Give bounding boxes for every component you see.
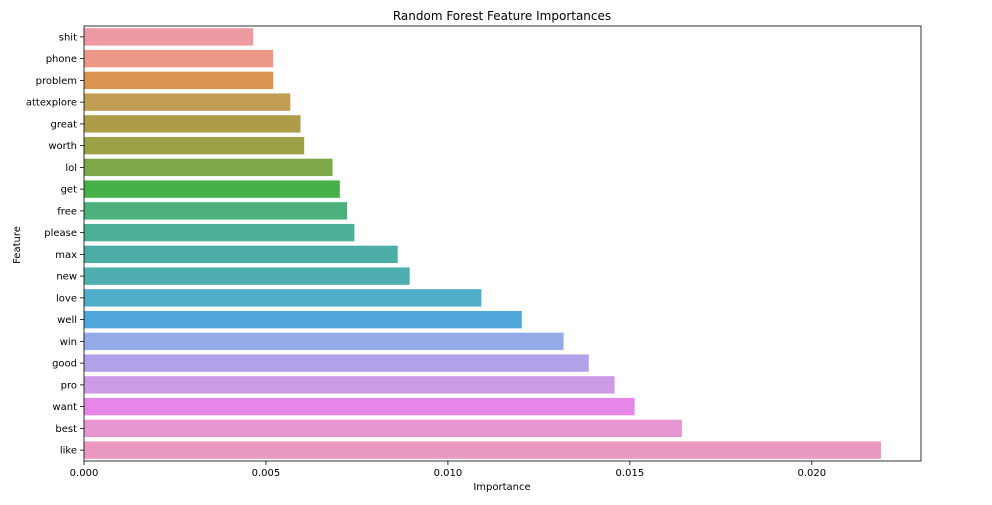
bar-attexplore	[84, 93, 291, 111]
y-tick-label: pro	[61, 380, 77, 391]
y-tick-label: good	[52, 359, 77, 370]
y-tick-label: new	[56, 272, 77, 283]
y-tick-label: want	[52, 402, 77, 413]
bar-please	[84, 223, 355, 242]
bar-want	[84, 397, 635, 416]
bar-win	[84, 332, 564, 351]
y-axis: shit phone problem attexplore great worth lol g…	[26, 32, 84, 457]
bar-best	[84, 419, 682, 438]
y-tick-label: get	[61, 185, 78, 196]
bar-max	[84, 245, 398, 264]
bar-shit	[84, 28, 254, 46]
bar-new	[84, 267, 410, 285]
bar-lol	[84, 158, 333, 177]
y-tick-label: lol	[65, 163, 77, 174]
y-tick-label: attexplore	[26, 98, 77, 109]
y-tick-label: win	[60, 337, 77, 348]
y-tick-label: please	[44, 228, 77, 239]
bar-problem	[84, 71, 274, 90]
x-tick-label: 0.000	[70, 468, 99, 479]
x-axis: 0.000 0.005 0.010 0.015 0.020	[70, 461, 826, 479]
y-tick-label: best	[55, 424, 77, 435]
x-tick-label: 0.020	[798, 468, 827, 479]
y-axis-title: Feature	[12, 226, 23, 264]
bar-phone	[84, 49, 274, 68]
bar-get	[84, 180, 340, 198]
y-tick-label: shit	[59, 32, 77, 43]
x-axis-title: Importance	[473, 482, 530, 493]
bar-great	[84, 115, 301, 133]
y-tick-label: problem	[36, 76, 77, 87]
bar-good	[84, 354, 589, 372]
bar-love	[84, 289, 482, 307]
y-tick-label: worth	[48, 141, 77, 152]
x-tick-label: 0.005	[252, 468, 281, 479]
bar-pro	[84, 376, 615, 394]
y-tick-label: well	[57, 315, 77, 326]
bar-well	[84, 310, 522, 329]
y-tick-label: love	[56, 293, 77, 304]
y-tick-label: phone	[46, 54, 77, 65]
bars-layer	[84, 28, 881, 459]
plot-frame	[83, 25, 922, 462]
x-tick-label: 0.010	[434, 468, 463, 479]
y-tick-label: like	[60, 446, 77, 457]
chart-title: Random Forest Feature Importances	[393, 9, 611, 23]
bar-worth	[84, 136, 305, 155]
bar-like	[84, 441, 881, 459]
y-tick-label: max	[55, 250, 77, 261]
bar-free	[84, 202, 348, 220]
y-tick-label: free	[57, 206, 77, 217]
x-tick-label: 0.015	[616, 468, 645, 479]
y-tick-label: great	[51, 119, 78, 130]
